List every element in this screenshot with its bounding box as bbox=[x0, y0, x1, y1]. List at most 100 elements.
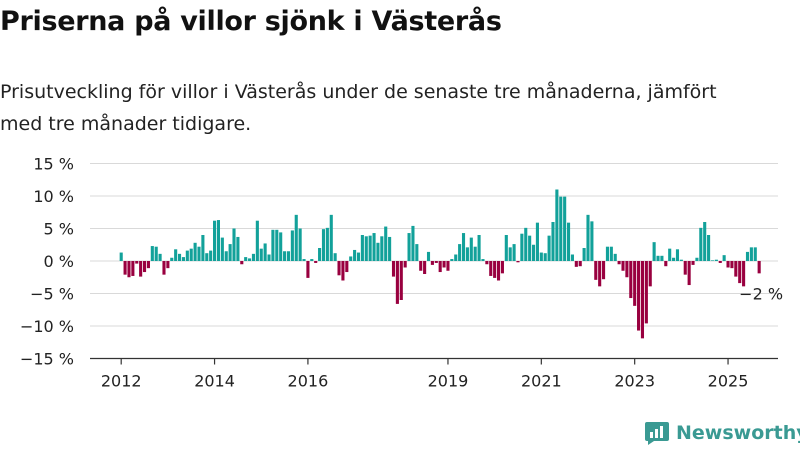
bar bbox=[423, 261, 427, 274]
bar bbox=[539, 252, 543, 261]
bar bbox=[621, 261, 625, 271]
bar bbox=[718, 261, 722, 263]
bar bbox=[496, 261, 501, 281]
bar bbox=[520, 233, 524, 261]
bar bbox=[220, 237, 224, 261]
bar bbox=[590, 221, 594, 261]
bar bbox=[714, 259, 718, 261]
y-tick-label: −15 % bbox=[20, 350, 74, 369]
bar bbox=[193, 242, 197, 261]
bar bbox=[446, 261, 450, 271]
bar bbox=[613, 253, 617, 261]
bar bbox=[594, 261, 598, 280]
bar bbox=[512, 244, 516, 261]
y-tick-label: 10 % bbox=[33, 187, 74, 206]
bar bbox=[123, 261, 127, 275]
bar bbox=[283, 251, 287, 261]
bar bbox=[345, 261, 349, 273]
bar bbox=[205, 253, 209, 261]
bar bbox=[586, 214, 590, 261]
bar bbox=[438, 261, 442, 273]
x-tick-label: 2019 bbox=[428, 372, 469, 391]
bar bbox=[216, 220, 220, 261]
bar bbox=[341, 261, 345, 281]
bar bbox=[757, 261, 761, 274]
bar-chart: 15 % 10 % 5 % 0 % −5 % −10 % −15 % 2012 2014 2016… bbox=[20, 155, 783, 391]
bar bbox=[531, 244, 536, 261]
bar bbox=[578, 261, 582, 267]
bar bbox=[617, 261, 621, 265]
bar bbox=[388, 236, 392, 261]
chart-logo-icon bbox=[645, 422, 669, 445]
bar bbox=[664, 261, 668, 267]
y-tick-label: −10 % bbox=[20, 317, 74, 336]
bar bbox=[734, 261, 738, 277]
bar bbox=[380, 236, 384, 261]
bar bbox=[450, 259, 454, 261]
bar bbox=[458, 244, 462, 261]
bar bbox=[543, 253, 547, 261]
bar bbox=[570, 254, 574, 261]
bar bbox=[391, 261, 396, 277]
bar bbox=[399, 261, 403, 300]
bar bbox=[294, 214, 298, 261]
bar bbox=[481, 259, 485, 261]
bar bbox=[672, 257, 676, 261]
brand-name: Newsworthy bbox=[676, 422, 800, 444]
bar bbox=[683, 261, 687, 275]
bar bbox=[442, 261, 446, 268]
bar bbox=[170, 257, 174, 261]
bar bbox=[555, 189, 559, 261]
bar bbox=[213, 220, 217, 261]
bar bbox=[310, 259, 314, 261]
bar bbox=[454, 254, 458, 261]
chart-title: Priserna på villor sjönk i Västerås bbox=[0, 6, 502, 37]
bar bbox=[656, 255, 660, 261]
x-tick-label: 2014 bbox=[194, 372, 235, 391]
bar bbox=[738, 261, 742, 284]
bar bbox=[127, 261, 131, 278]
bar bbox=[286, 251, 291, 261]
bar bbox=[302, 259, 306, 261]
bar bbox=[360, 235, 364, 261]
bar bbox=[236, 236, 240, 261]
bar bbox=[290, 230, 294, 261]
bar bbox=[625, 261, 629, 278]
bar bbox=[146, 261, 150, 269]
bar bbox=[559, 196, 563, 261]
bar bbox=[189, 248, 193, 261]
y-tick-label: 5 % bbox=[44, 220, 74, 239]
bar bbox=[660, 255, 664, 261]
bar bbox=[695, 257, 699, 261]
bar bbox=[489, 261, 493, 276]
bar bbox=[248, 258, 252, 261]
bar bbox=[605, 246, 609, 261]
bar bbox=[637, 261, 641, 331]
bar bbox=[749, 247, 753, 261]
bar bbox=[699, 227, 703, 261]
bar bbox=[333, 253, 337, 261]
bar bbox=[644, 261, 648, 324]
bar bbox=[726, 261, 730, 268]
bar bbox=[142, 261, 147, 273]
bar bbox=[528, 235, 532, 261]
bar bbox=[166, 261, 170, 269]
bar bbox=[411, 225, 415, 261]
bar bbox=[244, 257, 248, 261]
bar bbox=[329, 214, 333, 261]
bar bbox=[567, 222, 571, 261]
bar bbox=[240, 261, 244, 265]
bar bbox=[267, 254, 271, 261]
y-tick-label: 0 % bbox=[44, 252, 74, 271]
bar bbox=[675, 249, 680, 261]
bar bbox=[730, 261, 734, 269]
bar bbox=[516, 261, 520, 263]
bar bbox=[263, 243, 267, 261]
bar bbox=[524, 227, 528, 261]
bar bbox=[485, 261, 489, 265]
bar bbox=[742, 261, 746, 287]
bar bbox=[158, 253, 162, 261]
bar bbox=[465, 247, 469, 261]
bar bbox=[477, 235, 481, 261]
bar bbox=[574, 261, 578, 267]
